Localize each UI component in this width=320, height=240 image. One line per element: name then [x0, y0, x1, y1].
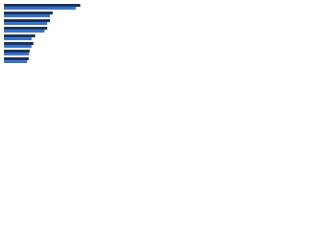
bar — [4, 57, 29, 61]
bar — [4, 14, 50, 18]
bar — [4, 3, 81, 7]
bar — [4, 29, 45, 33]
bar — [4, 22, 48, 25]
bar — [4, 19, 50, 23]
bar — [4, 44, 32, 48]
bar — [4, 34, 36, 38]
bar — [4, 52, 29, 56]
bar — [4, 26, 48, 30]
bar — [4, 60, 27, 64]
bar — [4, 6, 76, 10]
chart — [4, 3, 81, 64]
bar — [4, 37, 32, 41]
page: {"chart_data": {"type": "hbar", "categor… — [0, 0, 100, 71]
bar — [4, 42, 34, 45]
bar — [4, 11, 53, 15]
bar — [4, 49, 30, 53]
